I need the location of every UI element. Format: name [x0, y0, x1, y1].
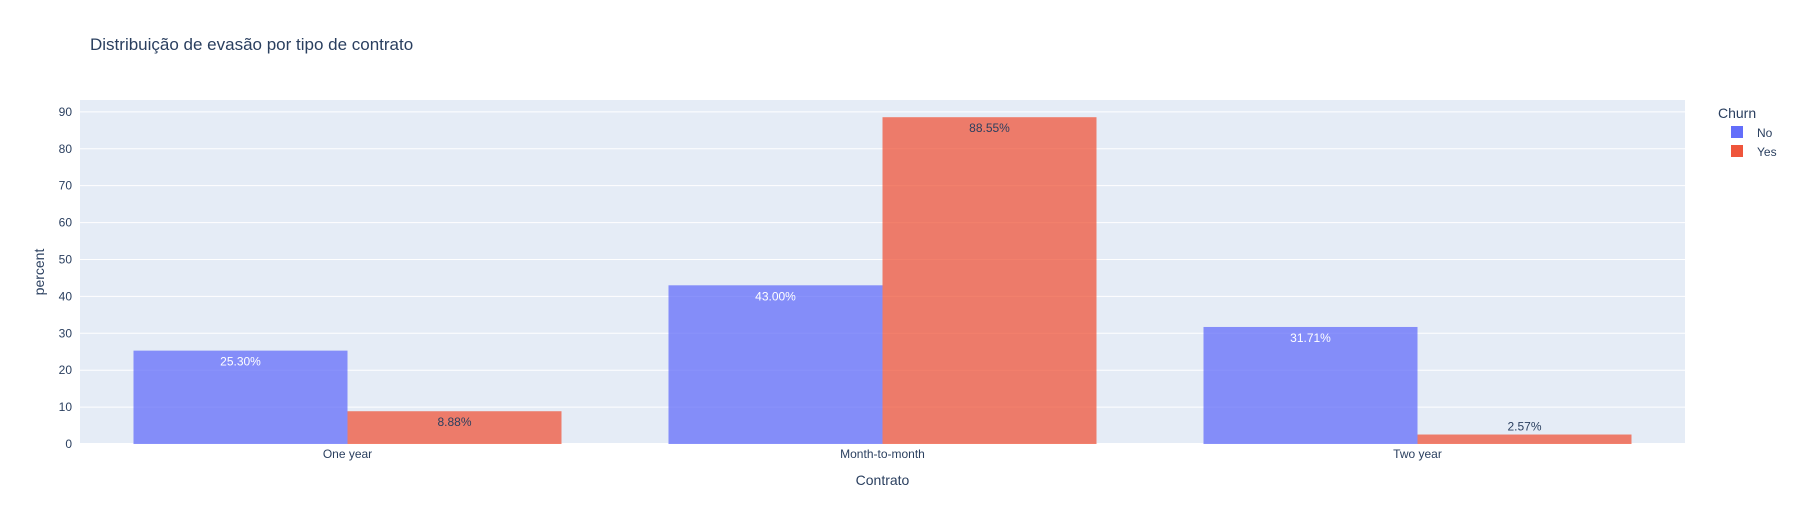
x-tick-label: Month-to-month — [840, 447, 925, 461]
bar-label: 88.55% — [969, 121, 1010, 135]
bar-yes-1[interactable] — [882, 117, 1097, 445]
bar-yes-0[interactable] — [347, 411, 562, 444]
bar-label: 43.00% — [755, 289, 796, 303]
bar-no-0[interactable] — [133, 350, 348, 444]
bars — [133, 117, 1632, 445]
bar-label: 8.88% — [437, 415, 471, 429]
y-axis-title: percent — [31, 249, 47, 296]
y-tick-label: 70 — [59, 179, 73, 193]
legend-item-no[interactable]: No — [1731, 126, 1773, 140]
x-axis-ticks: One year Month-to-month Two year — [323, 447, 1442, 461]
y-tick-label: 90 — [59, 105, 73, 119]
bar-label: 2.57% — [1507, 420, 1541, 434]
bar-no-1[interactable] — [668, 285, 883, 444]
y-tick-label: 30 — [59, 326, 73, 340]
bar-yes-2[interactable] — [1417, 434, 1632, 444]
x-tick-label: One year — [323, 447, 372, 461]
legend-label-no: No — [1757, 126, 1773, 140]
legend-label-yes: Yes — [1757, 145, 1777, 159]
legend-swatch-no — [1731, 126, 1743, 138]
y-tick-label: 20 — [59, 363, 73, 377]
y-axis-ticks: 0 10 20 30 40 50 60 70 80 90 — [59, 105, 73, 451]
legend: Churn No Yes — [1718, 105, 1777, 159]
x-tick-label: Two year — [1393, 447, 1442, 461]
chart-title: Distribuição de evasão por tipo de contr… — [90, 35, 413, 54]
bar-label: 31.71% — [1290, 331, 1331, 345]
y-tick-label: 80 — [59, 142, 73, 156]
bar-no-2[interactable] — [1203, 326, 1418, 444]
x-axis-title: Contrato — [856, 472, 910, 488]
legend-title: Churn — [1718, 105, 1756, 121]
y-tick-label: 10 — [59, 400, 73, 414]
legend-item-yes[interactable]: Yes — [1731, 145, 1777, 159]
legend-swatch-yes — [1731, 145, 1743, 157]
bar-labels: 25.30% 8.88% 43.00% 88.55% 31.71% 2.57% — [220, 121, 1542, 433]
y-tick-label: 50 — [59, 252, 73, 266]
y-tick-label: 0 — [65, 437, 72, 451]
bar-label: 25.30% — [220, 355, 261, 369]
y-tick-label: 60 — [59, 216, 73, 230]
y-tick-label: 40 — [59, 289, 73, 303]
